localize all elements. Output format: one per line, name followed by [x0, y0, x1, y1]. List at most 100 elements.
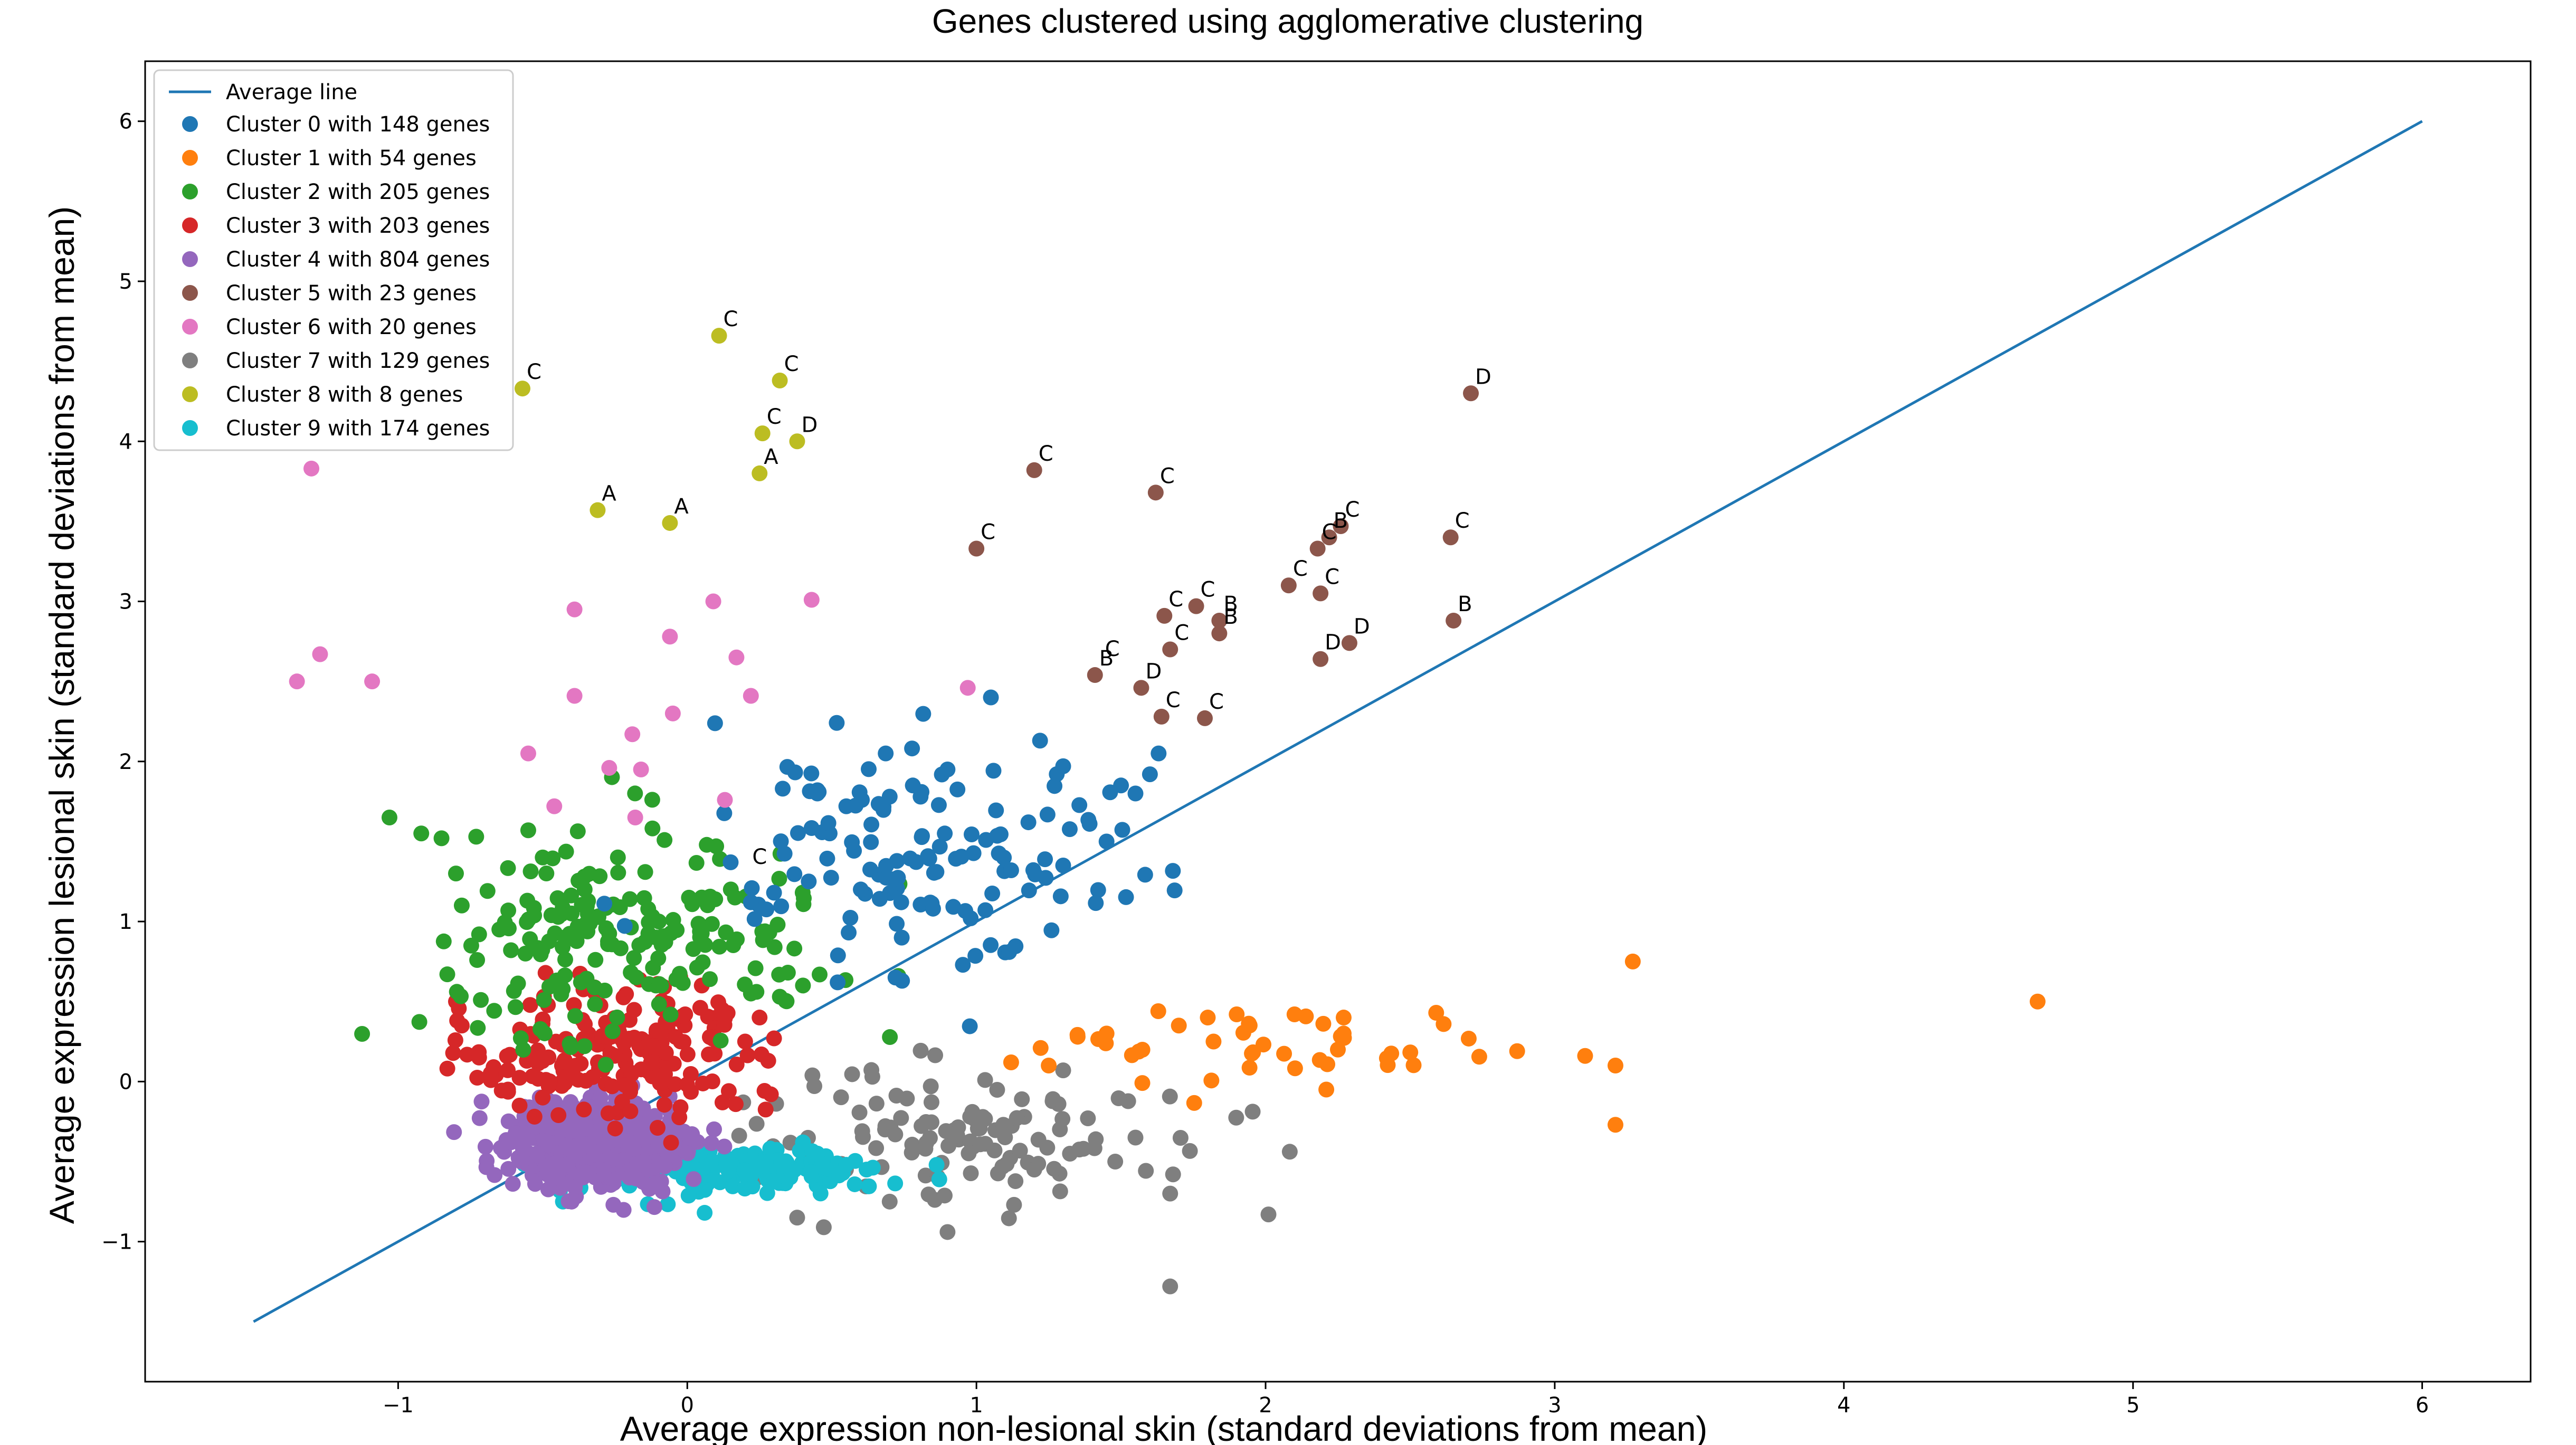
cluster-5-point [1333, 518, 1349, 535]
cluster-2-point [517, 945, 534, 962]
cluster-7-point [1006, 1196, 1022, 1213]
legend: Average line Cluster 0 with 148 genes Clu… [153, 69, 514, 451]
cluster-9-point [812, 1185, 829, 1202]
cluster-1-point [1607, 1117, 1623, 1133]
legend-marker-cluster-5 [182, 285, 198, 301]
cluster-1-point [1098, 1025, 1115, 1042]
cluster-2-point [435, 933, 452, 949]
x-tick-label: 5 [2126, 1393, 2140, 1418]
cluster-7-point [995, 1117, 1012, 1133]
cluster-4-point [596, 1162, 612, 1178]
cluster-2-point [439, 966, 455, 983]
cluster-2-point [579, 923, 596, 939]
cluster-2-point [609, 1009, 625, 1025]
point-annotation: C [767, 405, 782, 429]
cluster-1-point [1509, 1043, 1525, 1059]
cluster-5-point [1211, 612, 1228, 629]
cluster-2-point [771, 870, 787, 887]
cluster-4-point [477, 1138, 493, 1155]
cluster-1-point [1041, 1058, 1057, 1074]
cluster-3-point [482, 1066, 499, 1082]
cluster-1-point [1402, 1044, 1419, 1061]
cluster-4-point [549, 1170, 565, 1186]
cluster-7-point [1046, 1161, 1062, 1177]
cluster-3-point [526, 1052, 542, 1068]
cluster-2-point [567, 1008, 583, 1024]
cluster-1-point [1471, 1049, 1487, 1065]
cluster-2-point [522, 931, 538, 947]
cluster-2-point [644, 792, 660, 808]
cluster-0-point [823, 870, 839, 886]
cluster-7-point [923, 1094, 939, 1110]
cluster-1-point [1624, 953, 1641, 969]
cluster-7-point [1172, 1130, 1189, 1146]
cluster-3-point [645, 1038, 661, 1054]
cluster-0-point [983, 937, 999, 953]
legend-label-cluster-3: Cluster 3 with 203 genes [226, 214, 490, 238]
cluster-3-point [459, 1047, 476, 1063]
cluster-5-point [1147, 484, 1164, 501]
cluster-0-point [977, 902, 994, 918]
point-annotation: B [1458, 592, 1472, 616]
cluster-0-point [953, 849, 969, 865]
y-tick-label: −1 [101, 1230, 132, 1254]
cluster-6-point [312, 646, 328, 662]
cluster-3-point [695, 1075, 711, 1091]
cluster-3-point [439, 1060, 455, 1077]
cluster-8-point [590, 502, 606, 518]
cluster-7-point [815, 1219, 832, 1235]
cluster-3-point [737, 1033, 753, 1050]
cluster-0-point [871, 891, 888, 907]
legend-marker-cluster-4 [182, 251, 198, 267]
cluster-0-point [914, 828, 930, 844]
cluster-3-point [511, 1070, 528, 1086]
cluster-2-point [681, 889, 697, 906]
cluster-3-point [445, 1045, 461, 1061]
cluster-7-point [1162, 1278, 1178, 1295]
cluster-2-point [522, 863, 539, 880]
cluster-2-point [811, 966, 828, 983]
cluster-3-point [607, 1120, 623, 1137]
cluster-4-point [704, 1135, 720, 1151]
cluster-3-point [617, 1077, 633, 1094]
cluster-7-point [920, 1186, 937, 1203]
cluster-9-point [740, 1168, 756, 1185]
cluster-4-point [567, 1179, 583, 1195]
cluster-0-point [723, 854, 739, 870]
cluster-2-point [555, 939, 571, 955]
cluster-2-point [668, 971, 685, 987]
cluster-0-point [920, 848, 936, 864]
point-annotation: C [1293, 557, 1308, 581]
cluster-2-point [354, 1025, 370, 1042]
point-annotation: A [602, 482, 616, 506]
cluster-1-point [1134, 1075, 1151, 1091]
cluster-3-point [766, 1030, 782, 1047]
cluster-4-point [650, 1137, 667, 1154]
cluster-2-point [411, 1014, 427, 1030]
cluster-2-point [769, 917, 786, 933]
cluster-0-point [939, 761, 956, 777]
cluster-2-point [519, 914, 535, 930]
y-axis-label: Average expression lesional skin (standa… [42, 206, 81, 1224]
cluster-7-point [1054, 1111, 1071, 1127]
legend-label-cluster-4: Cluster 4 with 804 genes [226, 248, 490, 272]
cluster-2-point [536, 1025, 553, 1041]
x-tick-label: 2 [1259, 1393, 1272, 1418]
cluster-0-point [758, 901, 775, 918]
cluster-3-point [763, 1086, 779, 1102]
cluster-0-point [830, 974, 846, 991]
cluster-8-point [662, 515, 678, 531]
cluster-2-point [747, 960, 764, 976]
cluster-7-point [1127, 1129, 1144, 1146]
cluster-1-point [1003, 1054, 1019, 1070]
cluster-7-point [851, 1104, 868, 1120]
cluster-2-point [506, 983, 522, 999]
cluster-9-point [928, 1157, 945, 1173]
cluster-9-point [766, 1173, 782, 1189]
point-annotation: D [1475, 365, 1491, 389]
cluster-0-point [863, 816, 880, 833]
legend-label-cluster-5: Cluster 5 with 23 genes [226, 281, 477, 306]
point-annotation: C [1160, 464, 1175, 488]
cluster-1-point [1428, 1004, 1444, 1021]
cluster-3-point [701, 1046, 717, 1062]
